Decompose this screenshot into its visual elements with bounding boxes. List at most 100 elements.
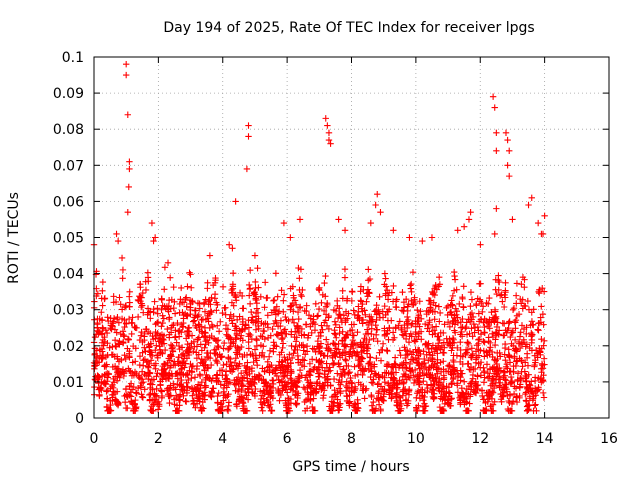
data-point	[340, 366, 347, 373]
data-point	[152, 365, 159, 373]
data-point	[505, 397, 512, 405]
data-point	[488, 407, 495, 414]
data-point	[393, 399, 401, 406]
data-point	[310, 366, 318, 374]
data-point	[523, 354, 531, 361]
data-point	[261, 279, 269, 286]
data-point	[233, 402, 241, 410]
data-point	[213, 377, 221, 384]
data-point	[314, 312, 322, 319]
data-point	[362, 311, 369, 319]
data-point	[405, 391, 413, 398]
data-point	[427, 297, 434, 304]
data-point	[127, 388, 134, 396]
data-point	[374, 337, 381, 345]
data-point	[223, 360, 230, 368]
data-point	[401, 328, 409, 335]
data-point	[208, 377, 215, 384]
data-point	[121, 323, 128, 331]
data-point	[274, 332, 282, 339]
data-point	[288, 328, 295, 335]
data-point	[264, 358, 271, 365]
data-point	[215, 328, 223, 335]
data-point	[112, 298, 120, 306]
data-point	[252, 326, 260, 333]
data-point	[517, 329, 524, 336]
data-point	[475, 346, 482, 353]
data-point	[207, 307, 215, 315]
data-point	[500, 392, 507, 399]
data-point	[506, 147, 513, 155]
data-point	[351, 383, 359, 391]
data-point	[130, 383, 137, 391]
data-point	[508, 340, 515, 347]
data-point	[316, 369, 324, 377]
data-point	[191, 343, 198, 350]
data-point	[142, 286, 150, 294]
data-point	[232, 354, 240, 362]
data-point	[145, 309, 152, 316]
data-point	[516, 394, 523, 402]
data-point	[518, 368, 525, 375]
data-point	[414, 318, 421, 325]
data-point	[234, 365, 242, 372]
data-point	[199, 390, 207, 397]
data-point	[233, 362, 240, 369]
data-point	[236, 327, 243, 334]
data-point	[233, 331, 241, 339]
data-point	[173, 407, 181, 414]
data-point	[375, 395, 382, 403]
data-point	[193, 354, 201, 362]
data-point	[205, 301, 212, 308]
data-point	[201, 382, 208, 389]
data-point	[321, 374, 329, 381]
data-point	[142, 325, 150, 333]
data-point	[147, 357, 155, 364]
data-point	[402, 296, 410, 303]
data-point	[276, 358, 283, 365]
data-point	[457, 331, 464, 338]
data-point	[151, 391, 158, 398]
data-point	[269, 380, 277, 388]
data-point	[238, 326, 246, 333]
data-point	[458, 370, 465, 377]
data-point	[538, 375, 545, 382]
data-point	[296, 373, 303, 381]
data-point	[475, 310, 482, 317]
data-point	[224, 332, 232, 340]
data-point	[364, 293, 371, 300]
data-point	[91, 362, 98, 369]
data-point	[117, 301, 124, 308]
x-tick-label: 2	[154, 431, 163, 447]
data-point	[480, 407, 487, 414]
data-point	[426, 351, 434, 358]
data-point	[345, 399, 353, 406]
data-point	[457, 377, 464, 384]
data-point	[410, 379, 418, 387]
data-point	[180, 392, 187, 400]
data-point	[266, 403, 273, 411]
data-point	[117, 368, 125, 376]
data-point	[164, 325, 171, 333]
data-point	[373, 316, 380, 324]
data-point	[367, 313, 375, 321]
data-point	[172, 392, 180, 399]
x-tick-label: 12	[471, 431, 489, 447]
data-point	[535, 288, 542, 296]
data-point	[493, 290, 500, 298]
data-point	[297, 266, 305, 273]
data-point	[290, 294, 297, 302]
data-point	[328, 405, 335, 412]
data-point	[191, 374, 199, 381]
data-point	[431, 316, 438, 323]
data-point	[158, 339, 165, 346]
data-point	[359, 320, 366, 327]
data-point	[504, 162, 511, 169]
data-point	[245, 338, 252, 346]
data-point	[493, 205, 500, 212]
data-point	[247, 378, 254, 385]
data-point	[113, 388, 121, 395]
data-point	[414, 407, 421, 414]
data-point	[248, 382, 255, 389]
data-point	[457, 338, 464, 346]
